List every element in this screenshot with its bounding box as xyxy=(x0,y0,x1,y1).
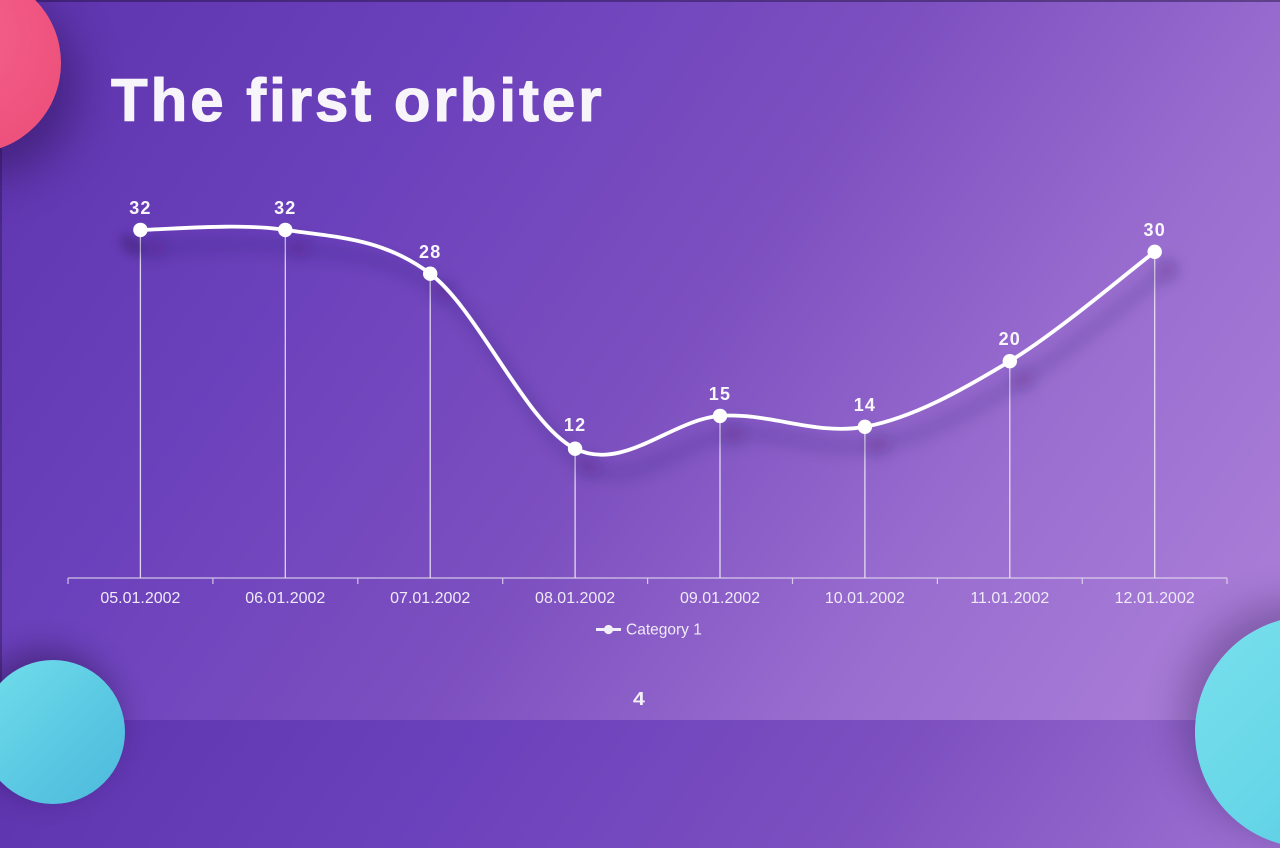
svg-text:32: 32 xyxy=(129,198,151,218)
svg-text:12: 12 xyxy=(564,415,586,435)
svg-text:10.01.2002: 10.01.2002 xyxy=(825,590,905,607)
svg-text:11.01.2002: 11.01.2002 xyxy=(970,590,1049,607)
svg-text:28: 28 xyxy=(419,242,441,262)
svg-text:08.01.2002: 08.01.2002 xyxy=(535,590,615,607)
svg-text:05.01.2002: 05.01.2002 xyxy=(100,590,180,607)
svg-text:20: 20 xyxy=(999,329,1021,349)
svg-text:06.01.2002: 06.01.2002 xyxy=(245,590,325,607)
svg-text:Category 1: Category 1 xyxy=(626,622,702,639)
svg-text:30: 30 xyxy=(1143,220,1165,240)
svg-text:12.01.2002: 12.01.2002 xyxy=(1115,590,1195,607)
svg-text:32: 32 xyxy=(274,198,296,218)
svg-text:15: 15 xyxy=(709,384,731,404)
svg-text:09.01.2002: 09.01.2002 xyxy=(680,590,760,607)
svg-text:07.01.2002: 07.01.2002 xyxy=(390,590,470,607)
svg-text:14: 14 xyxy=(854,395,876,415)
